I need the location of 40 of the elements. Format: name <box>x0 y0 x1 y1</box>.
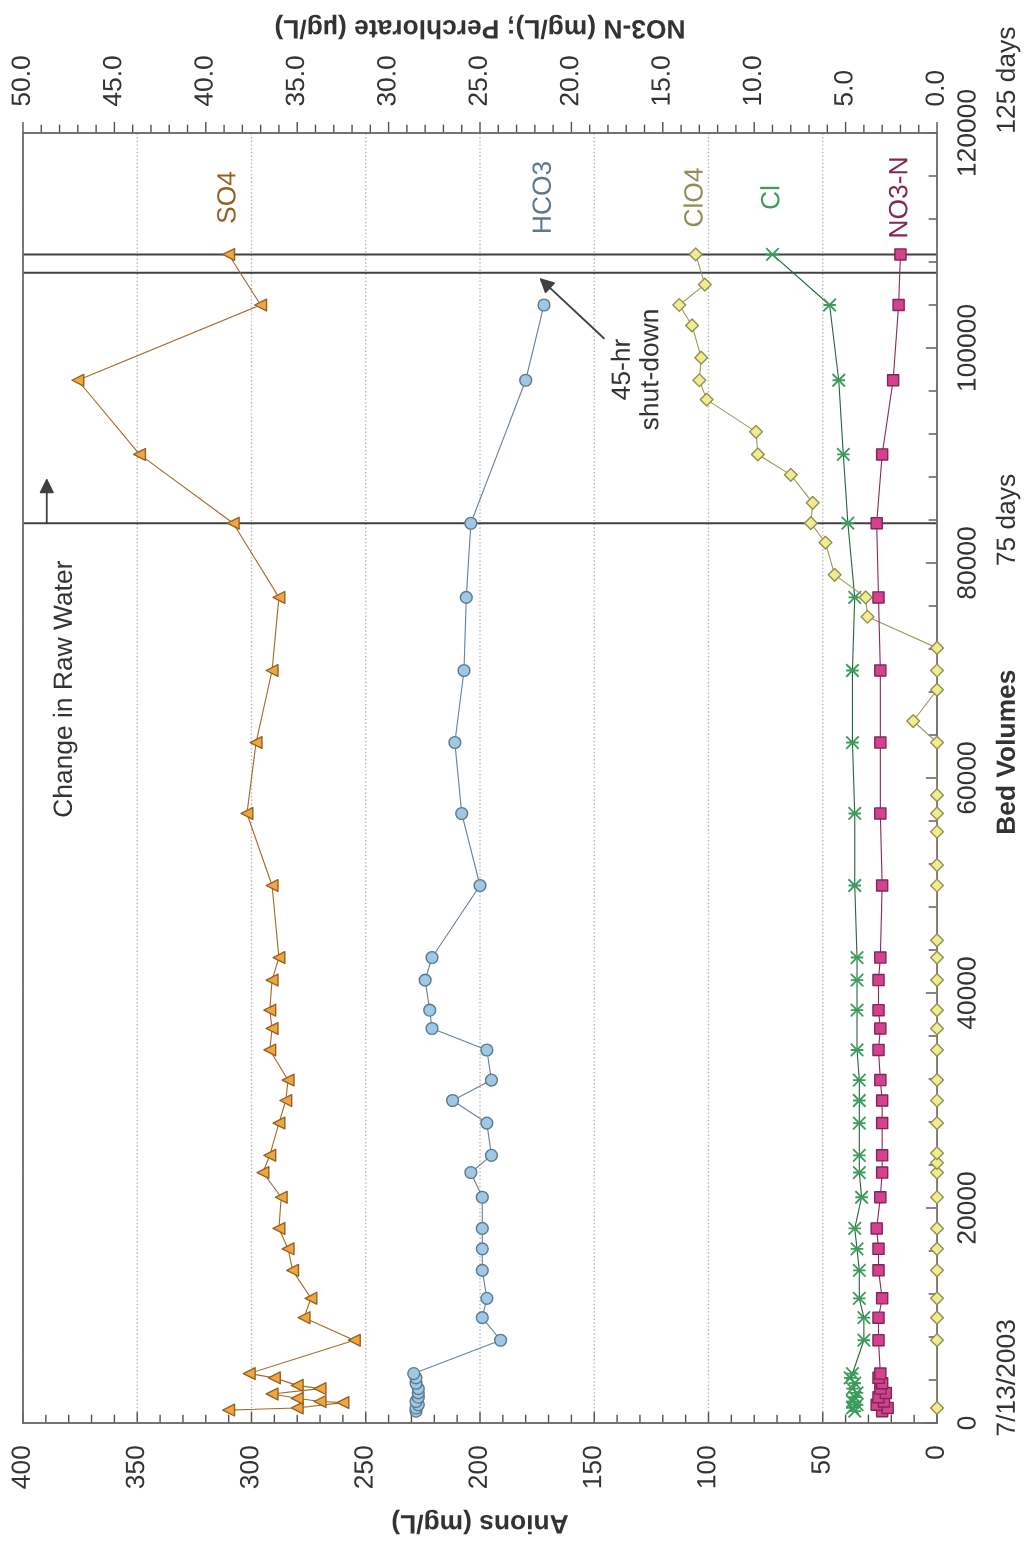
text: Cl <box>760 186 780 209</box>
text: HCO3 <box>532 162 552 232</box>
x2-tick-label: 30.0 <box>377 56 396 106</box>
x-tick-label: 50 <box>811 1446 830 1474</box>
x-tick-label: 150 <box>582 1446 602 1488</box>
x2-tick-label: 0.0 <box>925 70 945 106</box>
x2-tick-label: 10.0 <box>742 56 762 105</box>
x-tick-label: 0 <box>925 1446 945 1459</box>
text: 75 days <box>995 474 1021 565</box>
y-tick-label: 0 <box>957 1416 976 1430</box>
x2-axis-title: NO3-N (mg/L); Perchlorate (µg/L) <box>275 14 684 40</box>
x2-tick-label: 50.0 <box>11 56 31 106</box>
x-tick-label: 100 <box>696 1446 716 1488</box>
x2-tick-label: 35.0 <box>285 56 305 106</box>
y-tick-label: 20000 <box>957 1172 976 1244</box>
y-tick-label: 40000 <box>957 957 976 1030</box>
text: ClO4 <box>683 168 703 227</box>
text: NO3-N <box>888 158 908 237</box>
y-tick-label: 120000 <box>957 90 976 176</box>
ref-line-label: 45-hr shut-down <box>610 310 659 430</box>
text: 125 days <box>995 27 1021 132</box>
x-axis-title: Anions (mg/L) <box>392 1509 569 1535</box>
x-tick-label: 350 <box>125 1446 145 1489</box>
x2-tick-label: 5.0 <box>834 70 853 106</box>
x-tick-label: 300 <box>239 1446 259 1489</box>
x-tick-label: 250 <box>354 1446 373 1488</box>
x2-tick-label: 45.0 <box>102 56 122 107</box>
x-tick-label: 400 <box>11 1446 31 1489</box>
y-tick-label: 80000 <box>957 527 976 599</box>
x2-tick-label: 15.0 <box>651 56 670 105</box>
y-tick-label: 100000 <box>957 305 976 391</box>
y-axis-title: Bed Volumes <box>995 670 1016 834</box>
y-tick-label: 60000 <box>957 742 976 814</box>
text: SO4 <box>217 171 236 223</box>
x2-tick-label: 40.0 <box>194 56 213 107</box>
text: 7/13/2003 <box>995 1320 1016 1436</box>
x2-tick-label: 20.0 <box>559 56 579 106</box>
x-tick-label: 200 <box>468 1446 488 1488</box>
x2-tick-label: 25.0 <box>468 56 488 106</box>
ref-line-label: Change in Raw Water <box>52 561 78 817</box>
